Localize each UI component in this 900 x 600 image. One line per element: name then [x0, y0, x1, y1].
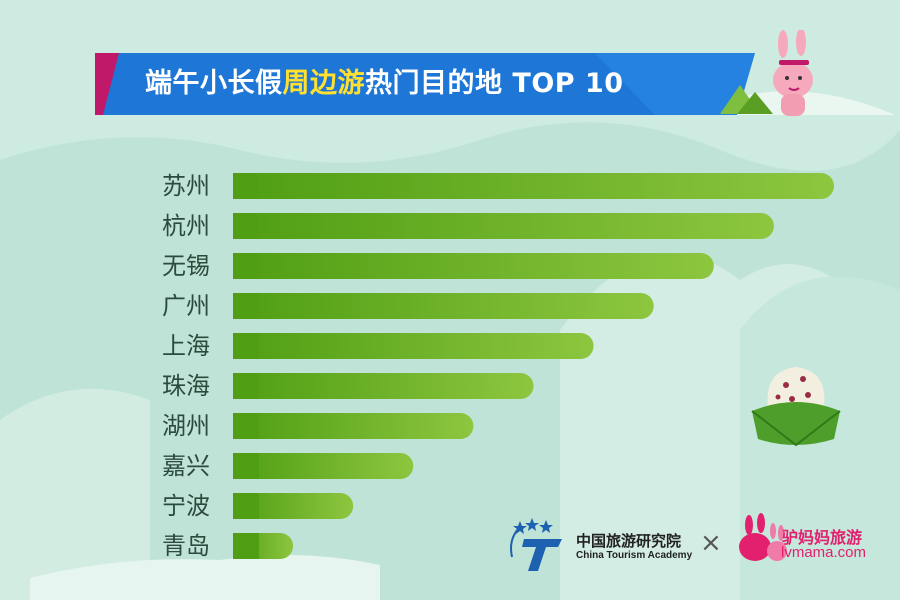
lvmama-logo-text-cn: 驴妈妈旅游: [782, 528, 863, 547]
bar-3-base: [233, 253, 259, 279]
category-label-1: 苏州: [162, 172, 210, 200]
bar-7: [233, 413, 474, 439]
category-label-8: 嘉兴: [162, 452, 210, 480]
category-label-4: 广州: [162, 292, 210, 320]
cta-logo-text-en: China Tourism Academy: [576, 550, 693, 561]
bar-10-base: [233, 533, 259, 559]
category-label-6: 珠海: [162, 372, 210, 400]
category-label-3: 无锡: [162, 252, 210, 280]
bar-2: [233, 213, 774, 239]
bar-1: [233, 173, 834, 199]
bar-8: [233, 453, 414, 479]
cta-logo-text-cn: 中国旅游研究院: [576, 532, 682, 550]
category-label-5: 上海: [162, 332, 210, 360]
category-label-2: 杭州: [162, 212, 210, 240]
rabbit-mascot-icon: [720, 30, 813, 116]
bar-2-base: [233, 213, 259, 239]
times-separator-icon: ×: [700, 528, 722, 558]
china-tourism-academy-logo: [510, 518, 562, 571]
bar-7-base: [233, 413, 259, 439]
lvmama-logo-text-en: lvmama.com: [781, 544, 867, 561]
bar-5: [233, 333, 594, 359]
bar-9-base: [233, 493, 259, 519]
zongzi-icon: [751, 367, 841, 447]
category-label-10: 青岛: [162, 532, 210, 560]
bar-1-base: [233, 173, 259, 199]
bar-6-base: [233, 373, 259, 399]
bar-8-base: [233, 453, 259, 479]
title-part1: 端午小长假: [145, 68, 283, 99]
bar-9: [233, 493, 354, 519]
bar-3: [233, 253, 714, 279]
category-label-7: 湖州: [162, 412, 210, 440]
title-banner: [95, 53, 755, 115]
bar-5-base: [233, 333, 259, 359]
category-label-9: 宁波: [162, 492, 210, 520]
title-part2: 热门目的地 TOP 10: [365, 68, 624, 99]
title-highlight: 周边游: [282, 68, 365, 99]
bar-4-base: [233, 293, 259, 319]
bar-4: [233, 293, 654, 319]
bar-6: [233, 373, 534, 399]
lvmama-rabbit-logo-icon: [739, 513, 787, 561]
page-title: 端午小长假周边游热门目的地 TOP 10: [145, 53, 624, 115]
